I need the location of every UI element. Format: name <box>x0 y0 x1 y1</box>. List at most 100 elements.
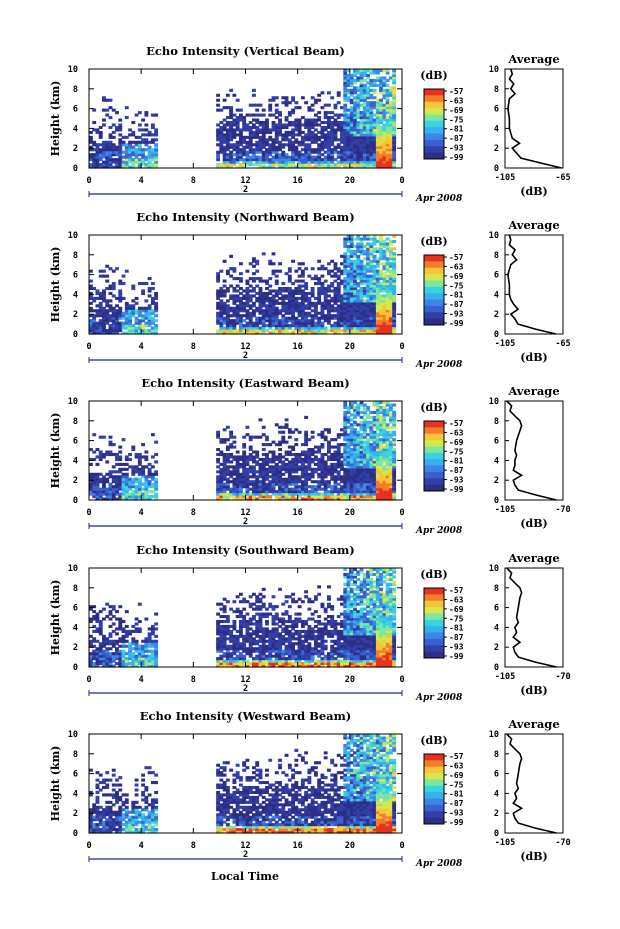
echo-cell <box>392 403 397 407</box>
echo-cell <box>232 113 237 117</box>
echo-cell <box>323 485 328 489</box>
echo-cell <box>379 254 384 258</box>
echo-cell <box>222 495 227 499</box>
echo-cell <box>144 455 149 459</box>
echo-cell <box>327 329 331 333</box>
echo-cell <box>327 123 331 127</box>
echo-cell <box>222 128 227 132</box>
echo-cell <box>317 150 322 154</box>
echo-cell <box>147 331 152 335</box>
echo-cell <box>258 475 263 479</box>
echo-cell <box>353 443 357 447</box>
echo-cell <box>362 111 367 115</box>
echo-cell <box>268 485 273 489</box>
echo-cell <box>242 160 247 164</box>
echo-cell <box>356 257 361 261</box>
echo-cell <box>349 155 354 159</box>
echo-cell <box>291 445 296 449</box>
echo-cell <box>369 254 374 258</box>
echo-cell <box>388 413 393 417</box>
echo-cell <box>268 138 273 142</box>
echo-cell <box>313 467 318 471</box>
y-axis-label: Height (km) <box>49 413 62 489</box>
echo-cell <box>392 485 397 489</box>
echo-cell <box>291 145 296 149</box>
echo-cell <box>356 455 361 459</box>
echo-cell <box>333 158 338 162</box>
echo-cell <box>375 296 380 300</box>
echo-cell <box>229 460 234 464</box>
echo-cell <box>252 257 256 261</box>
echo-cell <box>89 662 93 666</box>
echo-cell <box>317 299 322 303</box>
echo-cell <box>336 304 341 308</box>
echo-cell <box>128 477 132 481</box>
colorbar-swatch <box>424 108 444 115</box>
echo-cell <box>359 438 364 442</box>
echo-cell <box>105 497 110 501</box>
echo-cell <box>255 150 260 154</box>
echo-cell <box>340 138 344 142</box>
echo-cell <box>359 91 364 95</box>
echo-cell <box>242 324 247 328</box>
echo-cell <box>248 130 253 134</box>
echo-cell <box>336 457 341 462</box>
echo-cell <box>102 331 106 335</box>
echo-cell <box>323 316 328 320</box>
echo-cell <box>388 140 393 144</box>
echo-cell <box>154 143 159 147</box>
echo-cell <box>336 314 341 318</box>
echo-cell <box>349 274 354 278</box>
echo-cell <box>297 120 302 125</box>
echo-cell <box>366 321 370 325</box>
echo-cell <box>150 475 155 479</box>
echo-cell <box>105 158 110 162</box>
echo-cell <box>284 304 289 308</box>
echo-cell <box>219 143 224 147</box>
echo-cell <box>385 448 390 452</box>
echo-cell <box>265 155 269 159</box>
echo-cell <box>346 452 351 457</box>
echo-cell <box>287 143 292 147</box>
echo-cell <box>336 269 341 273</box>
echo-cell <box>238 138 243 142</box>
echo-cell <box>343 485 348 489</box>
echo-cell <box>313 495 318 499</box>
echo-cell <box>294 153 299 157</box>
echo-cell <box>229 321 234 325</box>
echo-cell <box>369 83 374 87</box>
echo-cell <box>252 480 256 484</box>
echo-cell <box>134 487 139 491</box>
echo-cell <box>297 311 302 315</box>
echo-cell <box>115 329 119 333</box>
echo-cell <box>128 148 132 152</box>
echo-cell <box>379 143 384 147</box>
echo-cell <box>232 135 237 139</box>
echo-cell <box>222 462 227 466</box>
echo-cell <box>320 91 325 95</box>
echo-cell <box>349 482 354 486</box>
echo-cell <box>362 237 367 241</box>
echo-cell <box>346 410 351 414</box>
echo-cell <box>141 443 146 447</box>
echo-cell <box>274 130 279 134</box>
echo-cell <box>304 440 309 444</box>
echo-cell <box>379 455 384 459</box>
echo-cell <box>392 158 397 162</box>
echo-cell <box>89 657 93 661</box>
echo-cell <box>219 294 224 298</box>
echo-cell <box>382 262 387 266</box>
echo-cell <box>327 445 331 449</box>
echo-cell <box>317 462 322 466</box>
echo-cell <box>216 482 221 486</box>
echo-cell <box>359 487 364 491</box>
echo-cell <box>248 455 253 459</box>
echo-cell <box>108 485 113 489</box>
echo-cell <box>304 291 309 296</box>
echo-cell <box>359 259 364 263</box>
echo-cell <box>225 289 230 293</box>
echo-cell <box>388 299 393 303</box>
echo-cell <box>291 448 296 452</box>
echo-cell <box>232 326 237 330</box>
echo-cell <box>274 160 279 164</box>
